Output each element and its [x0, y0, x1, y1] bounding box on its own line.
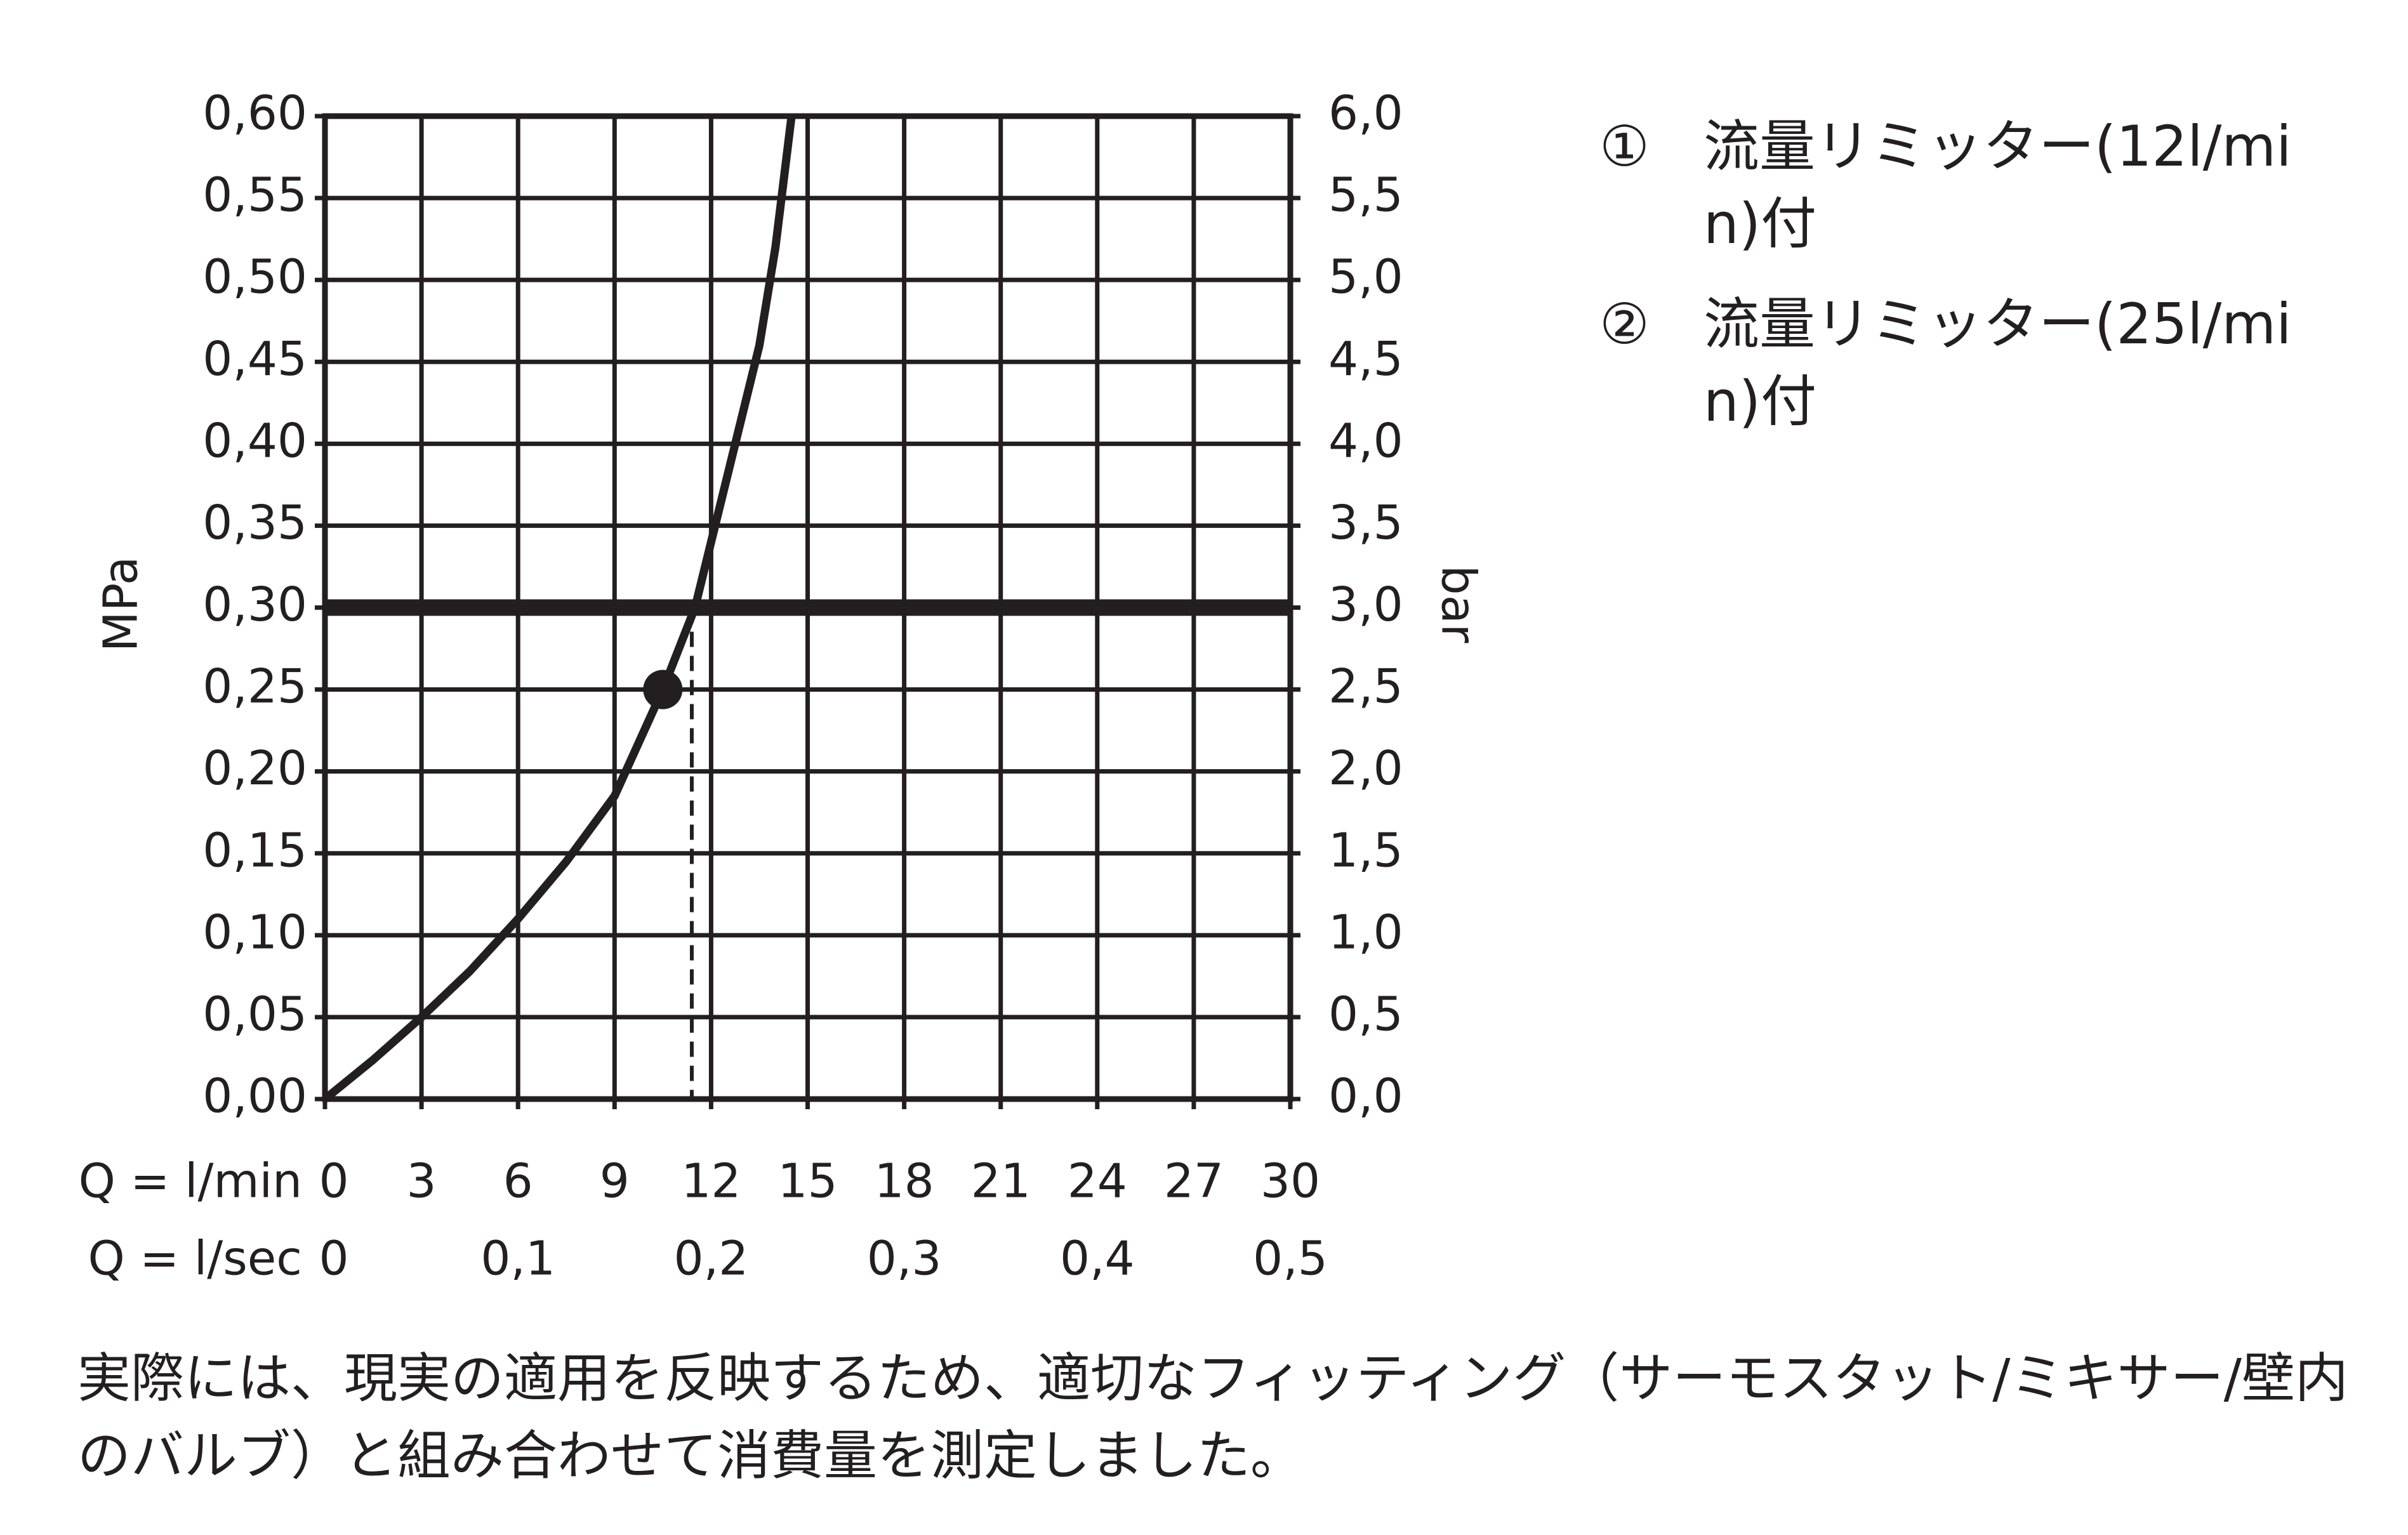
x-tick-label: 15	[777, 1154, 837, 1209]
x-tick-label: 0	[319, 1154, 348, 1209]
y2-tick-label: 0,0	[1328, 1069, 1403, 1124]
x-tick-label: 21	[971, 1154, 1031, 1209]
x-tick-label: 27	[1164, 1154, 1224, 1209]
y2-tick-label: 5,0	[1328, 250, 1403, 305]
x-tick-label: 24	[1068, 1154, 1127, 1209]
y-tick-label: 0,00	[202, 1069, 307, 1124]
legend-marker: ②	[1599, 291, 1650, 357]
y-tick-label: 0,40	[202, 414, 307, 468]
y2-axis-label: bar	[1431, 565, 1485, 643]
legend-text: 流量リミッター(25l/min)付	[1703, 291, 2292, 434]
y-tick-label: 0,25	[202, 659, 307, 714]
legend-text: 流量リミッター(12l/min)付	[1703, 114, 2292, 256]
x2-tick-label: 0,5	[1253, 1232, 1328, 1286]
y2-tick-label: 1,5	[1328, 823, 1403, 878]
x2-tick-label: 0,2	[674, 1232, 749, 1286]
y-tick-label: 0,20	[202, 741, 307, 796]
x-tick-label: 18	[875, 1154, 934, 1209]
x-axis-label: Q = l/min	[79, 1154, 302, 1209]
y2-tick-label: 4,0	[1328, 414, 1403, 468]
x2-tick-label: 0,4	[1060, 1232, 1135, 1286]
y2-tick-label: 2,5	[1328, 659, 1403, 714]
x2-tick-label: 0,3	[867, 1232, 942, 1286]
y2-tick-label: 0,5	[1328, 987, 1403, 1041]
x-tick-label: 12	[681, 1154, 741, 1209]
y2-tick-label: 3,0	[1328, 577, 1403, 632]
y2-tick-label: 2,0	[1328, 741, 1403, 796]
point-marker	[643, 669, 683, 709]
y-axis-label: MPa	[94, 557, 149, 652]
y2-tick-label: 4,5	[1328, 332, 1403, 386]
y-tick-label: 0,05	[202, 987, 307, 1041]
y-tick-label: 0,35	[202, 496, 307, 550]
y2-tick-label: 3,5	[1328, 496, 1403, 550]
y-tick-label: 0,55	[202, 168, 307, 223]
y2-tick-label: 6,0	[1328, 86, 1403, 141]
y2-tick-label: 5,5	[1328, 168, 1403, 223]
y2-tick-label: 1,0	[1328, 905, 1403, 959]
x-tick-label: 30	[1260, 1154, 1320, 1209]
x2-tick-label: 0,1	[480, 1232, 555, 1286]
x-tick-label: 9	[600, 1154, 630, 1209]
y-tick-label: 0,45	[202, 332, 307, 386]
x-tick-label: 6	[503, 1154, 533, 1209]
curve	[322, 115, 796, 1103]
y-tick-label: 0,15	[202, 823, 307, 878]
y-tick-label: 0,60	[202, 86, 307, 141]
legend-marker: ①	[1599, 114, 1650, 179]
x2-tick-label: 0	[319, 1232, 348, 1286]
footnote: 実際には、現実の適用を反映するため、適切なフィッティング（サーモスタット/ミキサ…	[77, 1347, 2348, 1487]
y-tick-label: 0,10	[202, 905, 307, 959]
y-tick-label: 0,30	[202, 577, 307, 632]
x-tick-label: 3	[407, 1154, 437, 1209]
y-tick-label: 0,50	[202, 250, 307, 305]
chart: 0,000,050,100,150,200,250,300,350,400,45…	[79, 86, 1486, 1286]
x2-axis-label: Q = l/sec	[88, 1232, 302, 1286]
